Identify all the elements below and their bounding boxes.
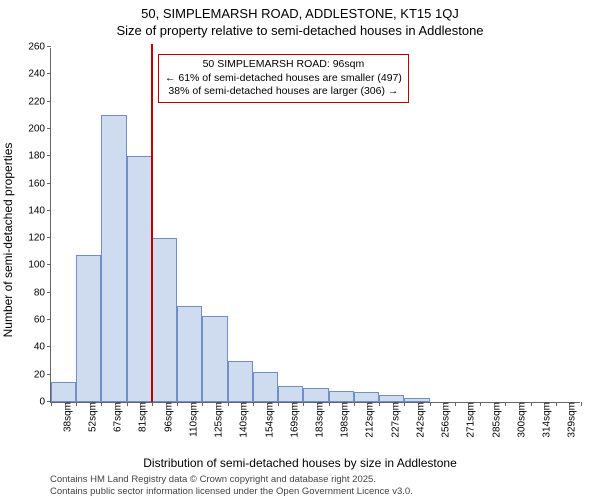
- xtick-mark: [228, 402, 229, 406]
- bar: [76, 255, 101, 402]
- xtick-mark: [505, 402, 506, 406]
- bar: [202, 316, 227, 402]
- ytick-label: 120: [28, 233, 51, 244]
- chart-page: 50, SIMPLEMARSH ROAD, ADDLESTONE, KT15 1…: [0, 0, 600, 500]
- ytick-mark: [47, 374, 51, 375]
- title-line2: Size of property relative to semi-detach…: [0, 23, 600, 38]
- ytick-mark: [47, 101, 51, 102]
- bar: [278, 386, 303, 402]
- bar: [253, 372, 278, 402]
- xtick-mark: [354, 402, 355, 406]
- ytick-mark: [47, 319, 51, 320]
- xtick-label: 67sqm: [111, 402, 124, 432]
- ytick-label: 60: [34, 315, 51, 326]
- ytick-label: 80: [34, 287, 51, 298]
- xtick-label: 169sqm: [287, 402, 300, 438]
- bar: [329, 391, 354, 402]
- xtick-label: 271sqm: [464, 402, 477, 438]
- bar: [127, 156, 152, 402]
- xtick-mark: [278, 402, 279, 406]
- bar: [354, 392, 379, 402]
- xtick-mark: [202, 402, 203, 406]
- callout-line1: 50 SIMPLEMARSH ROAD: 96sqm: [165, 58, 402, 72]
- callout-line3: 38% of semi-detached houses are larger (…: [165, 85, 402, 99]
- xtick-mark: [556, 402, 557, 406]
- ytick-label: 160: [28, 178, 51, 189]
- xtick-label: 227sqm: [388, 402, 401, 438]
- callout-box: 50 SIMPLEMARSH ROAD: 96sqm ← 61% of semi…: [158, 54, 409, 103]
- ytick-label: 220: [28, 96, 51, 107]
- bar: [101, 115, 126, 402]
- xtick-label: 329sqm: [565, 402, 578, 438]
- xtick-label: 81sqm: [136, 402, 149, 432]
- xtick-mark: [127, 402, 128, 406]
- xtick-mark: [51, 402, 52, 406]
- callout-line2: ← 61% of semi-detached houses are smalle…: [165, 72, 402, 86]
- x-axis-label: Distribution of semi-detached houses by …: [0, 456, 600, 470]
- ytick-label: 140: [28, 205, 51, 216]
- xtick-label: 242sqm: [413, 402, 426, 438]
- title-line1: 50, SIMPLEMARSH ROAD, ADDLESTONE, KT15 1…: [0, 6, 600, 21]
- xtick-mark: [379, 402, 380, 406]
- xtick-label: 314sqm: [540, 402, 553, 438]
- xtick-label: 256sqm: [439, 402, 452, 438]
- xtick-label: 140sqm: [237, 402, 250, 438]
- xtick-mark: [303, 402, 304, 406]
- xtick-label: 38sqm: [60, 402, 73, 432]
- xtick-mark: [531, 402, 532, 406]
- ytick-mark: [47, 155, 51, 156]
- xtick-mark: [101, 402, 102, 406]
- ytick-label: 240: [28, 69, 51, 80]
- xtick-label: 212sqm: [363, 402, 376, 438]
- ytick-label: 0: [39, 397, 51, 408]
- marker-line: [151, 44, 153, 402]
- xtick-mark: [404, 402, 405, 406]
- plot-area: 50 SIMPLEMARSH ROAD: 96sqm ← 61% of semi…: [50, 48, 580, 403]
- xtick-label: 198sqm: [338, 402, 351, 438]
- bar: [152, 238, 177, 402]
- xtick-mark: [430, 402, 431, 406]
- xtick-label: 285sqm: [489, 402, 502, 438]
- ytick-mark: [47, 128, 51, 129]
- xtick-mark: [152, 402, 153, 406]
- ytick-mark: [47, 237, 51, 238]
- xtick-label: 183sqm: [313, 402, 326, 438]
- ytick-mark: [47, 292, 51, 293]
- xtick-label: 110sqm: [186, 402, 199, 437]
- footer-line2: Contains public sector information licen…: [50, 486, 413, 498]
- xtick-label: 125sqm: [212, 402, 225, 438]
- xtick-mark: [455, 402, 456, 406]
- ytick-label: 40: [34, 342, 51, 353]
- title-block: 50, SIMPLEMARSH ROAD, ADDLESTONE, KT15 1…: [0, 6, 600, 38]
- bar: [228, 361, 253, 402]
- xtick-mark: [581, 402, 582, 406]
- xtick-label: 96sqm: [161, 402, 174, 432]
- xtick-label: 300sqm: [514, 402, 527, 438]
- ytick-label: 200: [28, 123, 51, 134]
- ytick-mark: [47, 46, 51, 47]
- ytick-label: 260: [28, 42, 51, 53]
- bar: [303, 388, 328, 402]
- bar: [51, 382, 76, 402]
- xtick-label: 52sqm: [85, 402, 98, 432]
- xtick-mark: [253, 402, 254, 406]
- ytick-mark: [47, 346, 51, 347]
- ytick-label: 20: [34, 369, 51, 380]
- ytick-label: 100: [28, 260, 51, 271]
- ytick-mark: [47, 210, 51, 211]
- footer: Contains HM Land Registry data © Crown c…: [50, 474, 413, 498]
- xtick-mark: [329, 402, 330, 406]
- ytick-mark: [47, 264, 51, 265]
- footer-line1: Contains HM Land Registry data © Crown c…: [50, 474, 413, 486]
- xtick-label: 154sqm: [262, 402, 275, 438]
- bar: [379, 395, 404, 402]
- ytick-label: 180: [28, 151, 51, 162]
- bar: [177, 306, 202, 402]
- y-axis-label: Number of semi-detached properties: [1, 143, 15, 338]
- xtick-mark: [480, 402, 481, 406]
- xtick-mark: [76, 402, 77, 406]
- ytick-mark: [47, 73, 51, 74]
- ytick-mark: [47, 183, 51, 184]
- xtick-mark: [177, 402, 178, 406]
